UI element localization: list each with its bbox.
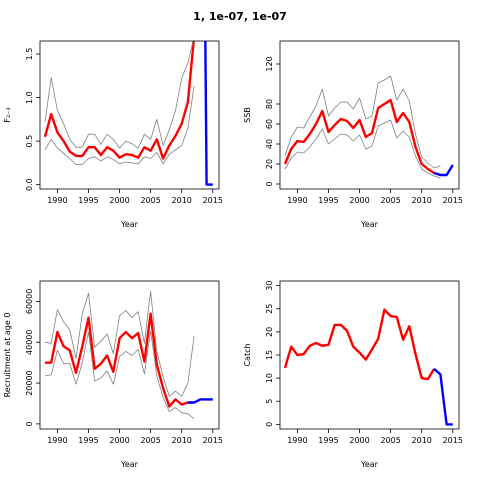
y-tick-label-ssb-4: 80 [265,99,274,109]
y-tick-label-recruitment-1: 20000 [25,370,34,395]
x-axis-label-recruitment: Year [120,460,139,469]
plot-frame-f [39,40,220,190]
y-axis-label-catch: Catch [243,343,252,366]
x-tick-label-ssb-2010: 2010 [412,196,432,205]
series-recruitment-upper [44,290,195,397]
x-tick-label-ssb-2015: 2015 [443,196,463,205]
series-ssb-lower [284,119,441,179]
y-tick-label-catch-3: 15 [265,350,274,360]
x-tick-label-ssb-2005: 2005 [380,196,400,205]
x-tick-label-ssb-1995: 1995 [318,196,338,205]
y-tick-label-recruitment-0: 0 [25,421,34,426]
y-tick-label-f-2: 1.0 [25,91,34,104]
y-axis-label-ssb: SSB [243,107,252,123]
y-tick-label-f-0: 0.0 [25,178,34,191]
x-tick-label-f-2010: 2010 [172,196,192,205]
y-axis-label-recruitment: Recruitment at age 0 [3,313,12,398]
y-tick-label-catch-1: 5 [265,399,274,404]
x-axis-label-f: Year [120,220,139,229]
series-catch-estimate [283,308,436,381]
series-recruitment-lower [44,330,195,420]
x-tick-label-catch-2010: 2010 [412,436,432,445]
series-recruitment-estimate [45,312,195,408]
y-axis-label-f: F₂₋₃ [3,107,12,122]
x-tick-label-catch-2015: 2015 [443,436,463,445]
y-tick-label-ssb-3: 60 [265,119,274,129]
series-f-lower [44,86,195,166]
panel-recruitment: 1990 1995 2000 2005 2010 2015 0 20000 40000 60000… [3,280,223,469]
plot-frame-recruitment [39,280,220,430]
y-tick-label-f-3: 1.5 [25,48,34,61]
series-ssb-estimate [283,98,441,177]
y-tick-label-ssb-1: 20 [265,159,274,169]
x-tick-label-f-1995: 1995 [78,196,98,205]
x-tick-label-recruitment-1990: 1990 [47,436,67,445]
series-f-projection [204,41,213,186]
panel-ssb: 1990 1995 2000 2005 2010 2015 0 20 40 60 80 120 Year… [243,40,463,229]
y-tick-label-catch-0: 0 [265,422,274,427]
y-tick-label-ssb-5: 120 [265,56,274,71]
y-tick-label-ssb-2: 40 [265,139,274,149]
panel-f: 1990 1995 2000 2005 2010 2015 0.0 0.5 1.0 1.5 Year… [3,40,223,229]
x-tick-label-f-2000: 2000 [109,196,129,205]
x-tick-label-ssb-2000: 2000 [349,196,369,205]
x-tick-label-f-1990: 1990 [47,196,67,205]
x-axis-label-ssb: Year [360,220,379,229]
panel-catch: 1990 1995 2000 2005 2010 2015 0 5 10 15 20 25 30 Year… [243,281,463,469]
series-f-upper [44,41,194,149]
y-tick-label-catch-4: 20 [265,327,274,337]
plot-frame-ssb [279,40,460,190]
x-tick-label-recruitment-2010: 2010 [172,436,192,445]
y-tick-label-catch-6: 30 [265,281,274,291]
x-tick-label-recruitment-2005: 2005 [140,436,160,445]
y-tick-label-ssb-0: 0 [265,181,274,186]
y-tick-label-recruitment-3: 60000 [25,289,34,314]
series-ssb-upper [284,75,441,169]
x-tick-label-catch-2005: 2005 [380,436,400,445]
x-tick-label-ssb-1990: 1990 [287,196,307,205]
x-axis-label-catch: Year [360,460,379,469]
series-f-estimate [43,41,195,160]
y-tick-label-recruitment-2: 40000 [25,330,34,355]
x-tick-label-recruitment-1995: 1995 [78,436,98,445]
x-tick-label-catch-2000: 2000 [349,436,369,445]
y-tick-label-catch-5: 25 [265,304,274,314]
y-tick-label-catch-2: 10 [265,373,274,383]
x-tick-label-f-2005: 2005 [140,196,160,205]
x-tick-label-recruitment-2000: 2000 [109,436,129,445]
plot-frame-catch [279,280,460,430]
series-catch-projection [433,367,453,426]
chart-title: 1, 1e-07, 1e-07 [193,10,287,23]
x-tick-label-catch-1990: 1990 [287,436,307,445]
y-tick-label-f-1: 0.5 [25,135,34,148]
series-ssb-projection [433,164,454,177]
x-tick-label-f-2015: 2015 [203,196,223,205]
x-tick-label-catch-1995: 1995 [318,436,338,445]
x-tick-label-recruitment-2015: 2015 [203,436,223,445]
series-recruitment-projection [187,398,213,404]
